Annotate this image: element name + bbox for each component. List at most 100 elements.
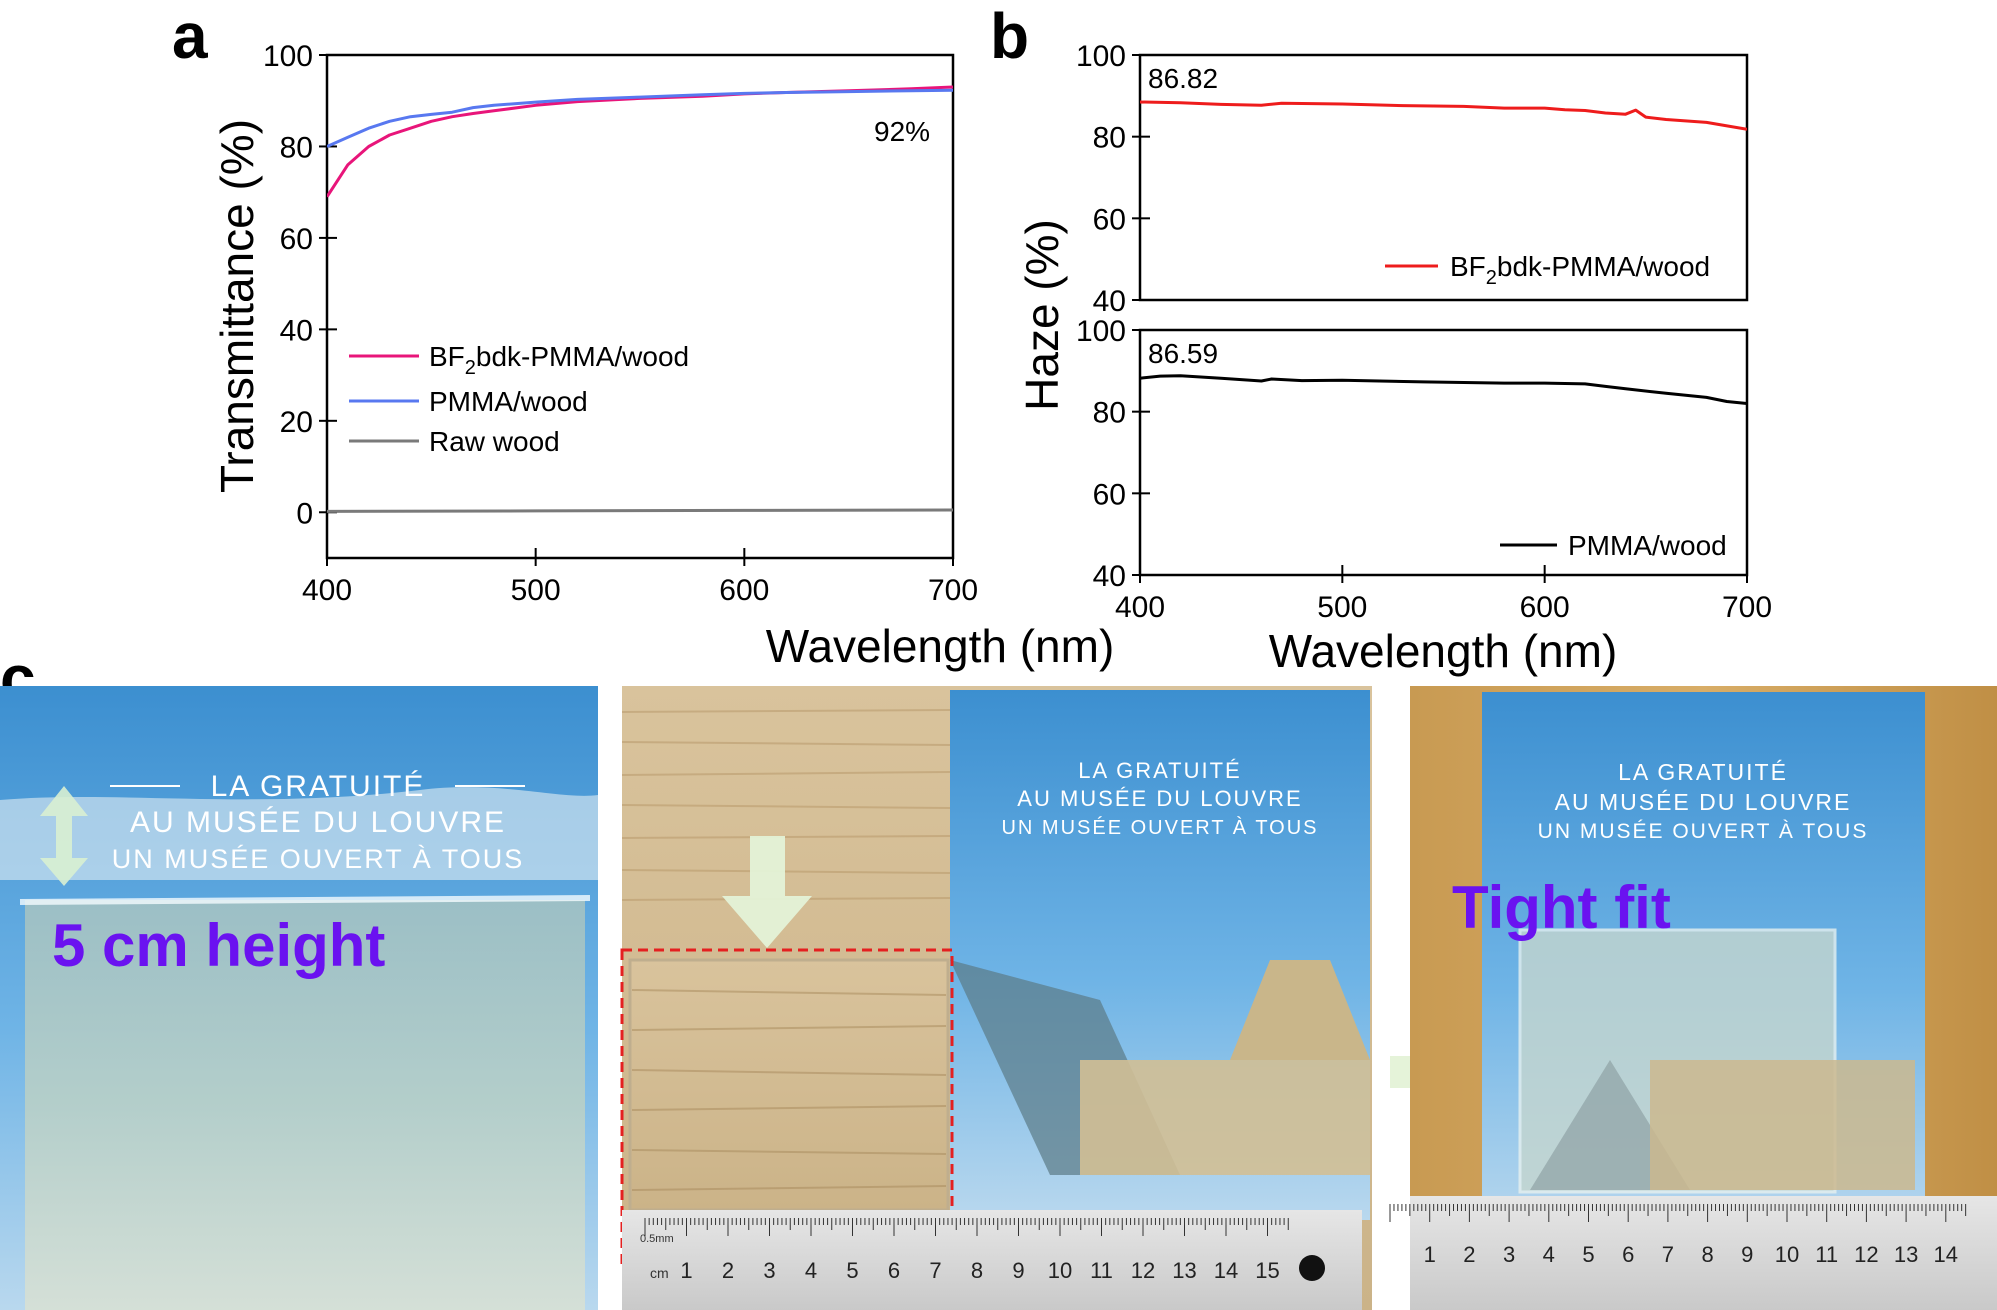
ruler-number: 1 (680, 1258, 692, 1283)
legend-label-bf2bdk: BF2bdk-PMMA/wood (429, 341, 689, 379)
photo-left-card-line2: AU MUSÉE DU LOUVRE (130, 806, 506, 839)
chart-a-x-ticks: 400 500 600 700 (302, 548, 978, 607)
y-tick-label: 40 (280, 314, 313, 347)
y-tick-label: 40 (1093, 285, 1126, 318)
ruler-number: 2 (1463, 1242, 1475, 1267)
photo-left-sample (25, 900, 585, 1310)
y-tick-label: 0 (296, 497, 313, 530)
photo-middle: LA GRATUITÉ AU MUSÉE DU LOUVRE UN MUSÉE … (620, 686, 1372, 1310)
chart-b-ylabel: Haze (%) (1016, 219, 1068, 411)
photo-middle-card-line3: UN MUSÉE OUVERT À TOUS (1001, 816, 1318, 839)
ruler-number: 12 (1854, 1242, 1878, 1267)
y-tick-label: 60 (1093, 478, 1126, 511)
ruler-number: 14 (1934, 1242, 1958, 1267)
chart-a-y-ticks: 0 20 40 60 80 100 (263, 40, 337, 530)
chart-b-bottom-legend: PMMA/wood (1500, 530, 1727, 561)
series-line-1 (327, 88, 953, 148)
photo-middle-ruler-mm: 0.5mm (640, 1233, 674, 1245)
photo-right-ruler (1410, 1196, 1997, 1310)
ruler-number: 2 (722, 1258, 734, 1283)
legend-label-b-bf2bdk: BF2bdk-PMMA/wood (1450, 251, 1710, 289)
legend-label-raw-wood: Raw wood (429, 426, 560, 457)
ruler-number: 4 (1543, 1242, 1555, 1267)
photo-middle-card-line1: LA GRATUITÉ (1078, 758, 1241, 783)
photo-middle-ruler-numbers: 1 2 3 4 5 6 7 8 9 10 11 12 13 14 15 (680, 1258, 1279, 1283)
photo-right-card-line3: UN MUSÉE OUVERT À TOUS (1538, 820, 1869, 843)
chart-a-ylabel: Transmittance (%) (211, 119, 263, 493)
photo-left-card-line1: LA GRATUITÉ (211, 770, 426, 803)
chart-b-top-legend: BF2bdk-PMMA/wood (1385, 251, 1710, 289)
chart-b-bottom-annotation: 86.59 (1148, 338, 1218, 369)
series-line-2 (327, 508, 953, 513)
chart-a-xlabel: Wavelength (nm) (766, 620, 1115, 672)
x-tick-label: 700 (928, 574, 978, 607)
photo-right-label: Tight fit (1452, 874, 1671, 941)
panel-letter-a: a (172, 0, 208, 72)
ruler-number: 10 (1775, 1242, 1799, 1267)
ruler-number: 11 (1815, 1242, 1838, 1267)
ruler-number: 6 (888, 1258, 900, 1283)
y-tick-label: 80 (280, 131, 313, 164)
x-tick-label: 700 (1722, 591, 1772, 624)
y-tick-label: 20 (280, 406, 313, 439)
photo-right-card-line1: LA GRATUITÉ (1618, 759, 1788, 785)
x-tick-label: 600 (719, 574, 769, 607)
legend-label-pmma: PMMA/wood (429, 386, 588, 417)
y-tick-label: 100 (1076, 40, 1126, 73)
chart-a-annotation: 92% (874, 116, 930, 147)
legend-label-b-pmma: PMMA/wood (1568, 530, 1727, 561)
ruler-number: 10 (1048, 1258, 1072, 1283)
chart-b-top-lines (1140, 100, 1747, 131)
ruler-number: 5 (846, 1258, 858, 1283)
photo-right-ruler-ticks (1389, 1204, 1967, 1222)
ruler-number: 11 (1090, 1258, 1113, 1283)
chart-b-bottom-lines (1140, 374, 1747, 405)
x-tick-label: 500 (1317, 591, 1367, 624)
chart-b-top-y-ticks: 40 60 80 100 (1076, 40, 1150, 318)
chart-b-top-frame (1138, 53, 1749, 302)
chart-b-xlabel: Wavelength (nm) (1269, 625, 1618, 677)
y-tick-label: 80 (1093, 122, 1126, 155)
chart-b-bottom-y-ticks: 40 60 80 100 (1076, 315, 1150, 593)
chart-b-bottom-x-ticks: 400 500 600 700 (1115, 565, 1772, 624)
ruler-number: 8 (971, 1258, 983, 1283)
photo-middle-ruler (622, 1210, 1362, 1310)
panel-letter-b: b (990, 0, 1029, 72)
photo-middle-ruler-unit: cm (650, 1265, 669, 1281)
ruler-number: 6 (1622, 1242, 1634, 1267)
ruler-number: 7 (929, 1258, 941, 1283)
chart-a-lines (327, 85, 953, 513)
photo-right-ruler-numbers: 1 2 3 4 5 6 7 8 9 10 11 12 13 14 (1424, 1242, 1958, 1267)
ruler-number: 9 (1741, 1242, 1753, 1267)
x-tick-label: 400 (1115, 591, 1165, 624)
photo-left-label: 5 cm height (52, 912, 385, 979)
chart-a: 0 20 40 60 80 100 400 500 600 700 Wavelength (nm… (211, 40, 1114, 672)
photo-left-arrow-icon (40, 786, 88, 886)
photo-left: LA GRATUITÉ AU MUSÉE DU LOUVRE UN MUSÉE … (0, 686, 598, 1310)
photo-middle-ruler-hole (1299, 1255, 1325, 1281)
chart-b-top-annotation: 86.82 (1148, 63, 1218, 94)
ruler-number: 13 (1172, 1258, 1196, 1283)
ruler-number: 1 (1424, 1242, 1436, 1267)
series-line-0 (1140, 374, 1747, 405)
ruler-number: 7 (1662, 1242, 1674, 1267)
y-tick-label: 60 (280, 223, 313, 256)
ruler-number: 3 (763, 1258, 775, 1283)
photo-middle-ruler-ticks (644, 1218, 1289, 1236)
ruler-number: 4 (805, 1258, 817, 1283)
y-tick-label: 40 (1093, 560, 1126, 593)
photo-left-card-line3: UN MUSÉE OUVERT À TOUS (112, 844, 525, 874)
ruler-number: 9 (1012, 1258, 1024, 1283)
ruler-number: 14 (1214, 1258, 1238, 1283)
chart-b-bottom-frame (1138, 328, 1749, 577)
photo-middle-arrow-icon (722, 836, 812, 948)
chart-a-legend: BF2bdk-PMMA/wood PMMA/wood Raw wood (349, 341, 689, 457)
ruler-number: 3 (1503, 1242, 1515, 1267)
ruler-number: 8 (1701, 1242, 1713, 1267)
ruler-number: 13 (1894, 1242, 1918, 1267)
x-tick-label: 500 (511, 574, 561, 607)
y-tick-label: 60 (1093, 203, 1126, 236)
ruler-number: 15 (1255, 1258, 1279, 1283)
photo-right-card-line2: AU MUSÉE DU LOUVRE (1555, 789, 1852, 815)
chart-a-frame (325, 53, 955, 560)
